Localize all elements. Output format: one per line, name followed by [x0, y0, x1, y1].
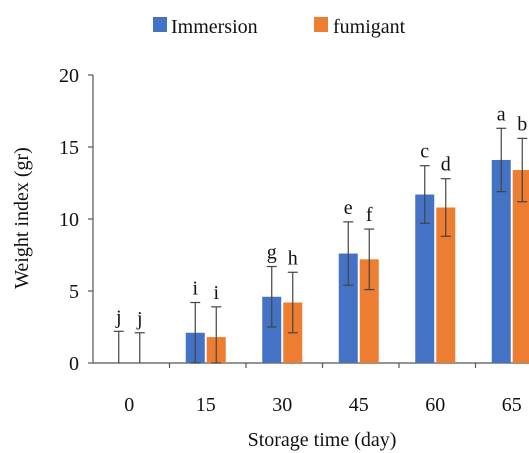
axes: 0 5 10 15 20 0 15 30 45 60 65 — [59, 65, 529, 416]
x-axis-label: Storage time (day) — [248, 429, 397, 451]
bar — [491, 159, 511, 363]
legend-swatch-fumigant — [314, 17, 328, 32]
y-tick-label: 5 — [69, 281, 79, 303]
legend-label-immersion: Immersion — [171, 16, 258, 38]
significance-letter: f — [366, 204, 373, 226]
significance-letter: i — [192, 278, 198, 300]
y-tick-label: 20 — [59, 65, 79, 87]
legend: Immersion fumigant — [153, 16, 406, 38]
x-tick-label: 15 — [196, 394, 216, 416]
y-tick-label: 0 — [69, 353, 79, 375]
bar — [436, 207, 456, 363]
y-axis-label: Weight index (gr) — [11, 147, 33, 289]
significance-letter: j — [136, 308, 143, 330]
x-tick-label: 65 — [502, 394, 522, 416]
significance-letter: j — [115, 306, 122, 328]
bar — [512, 170, 529, 363]
x-tick-label: 0 — [124, 394, 134, 416]
significance-letter: b — [517, 113, 527, 135]
significance-letter: i — [213, 282, 219, 304]
significance-letter: c — [420, 141, 429, 163]
x-tick-label: 60 — [425, 394, 445, 416]
significance-letter: h — [288, 247, 298, 269]
legend-swatch-immersion — [153, 17, 167, 32]
legend-label-fumigant: fumigant — [333, 16, 406, 38]
bar — [338, 253, 358, 363]
y-tick-label: 15 — [59, 137, 79, 159]
bar — [262, 296, 282, 363]
significance-letter: g — [267, 242, 277, 264]
bars: j i g e c a j i h f d b — [113, 103, 529, 364]
y-tick-label: 10 — [59, 209, 79, 231]
bar — [359, 259, 379, 363]
x-tick-label: 30 — [272, 394, 292, 416]
significance-letter: d — [441, 154, 451, 176]
significance-letter: a — [497, 103, 506, 125]
x-tick-label: 45 — [349, 394, 369, 416]
significance-letter: e — [344, 197, 353, 219]
bar — [415, 194, 435, 363]
